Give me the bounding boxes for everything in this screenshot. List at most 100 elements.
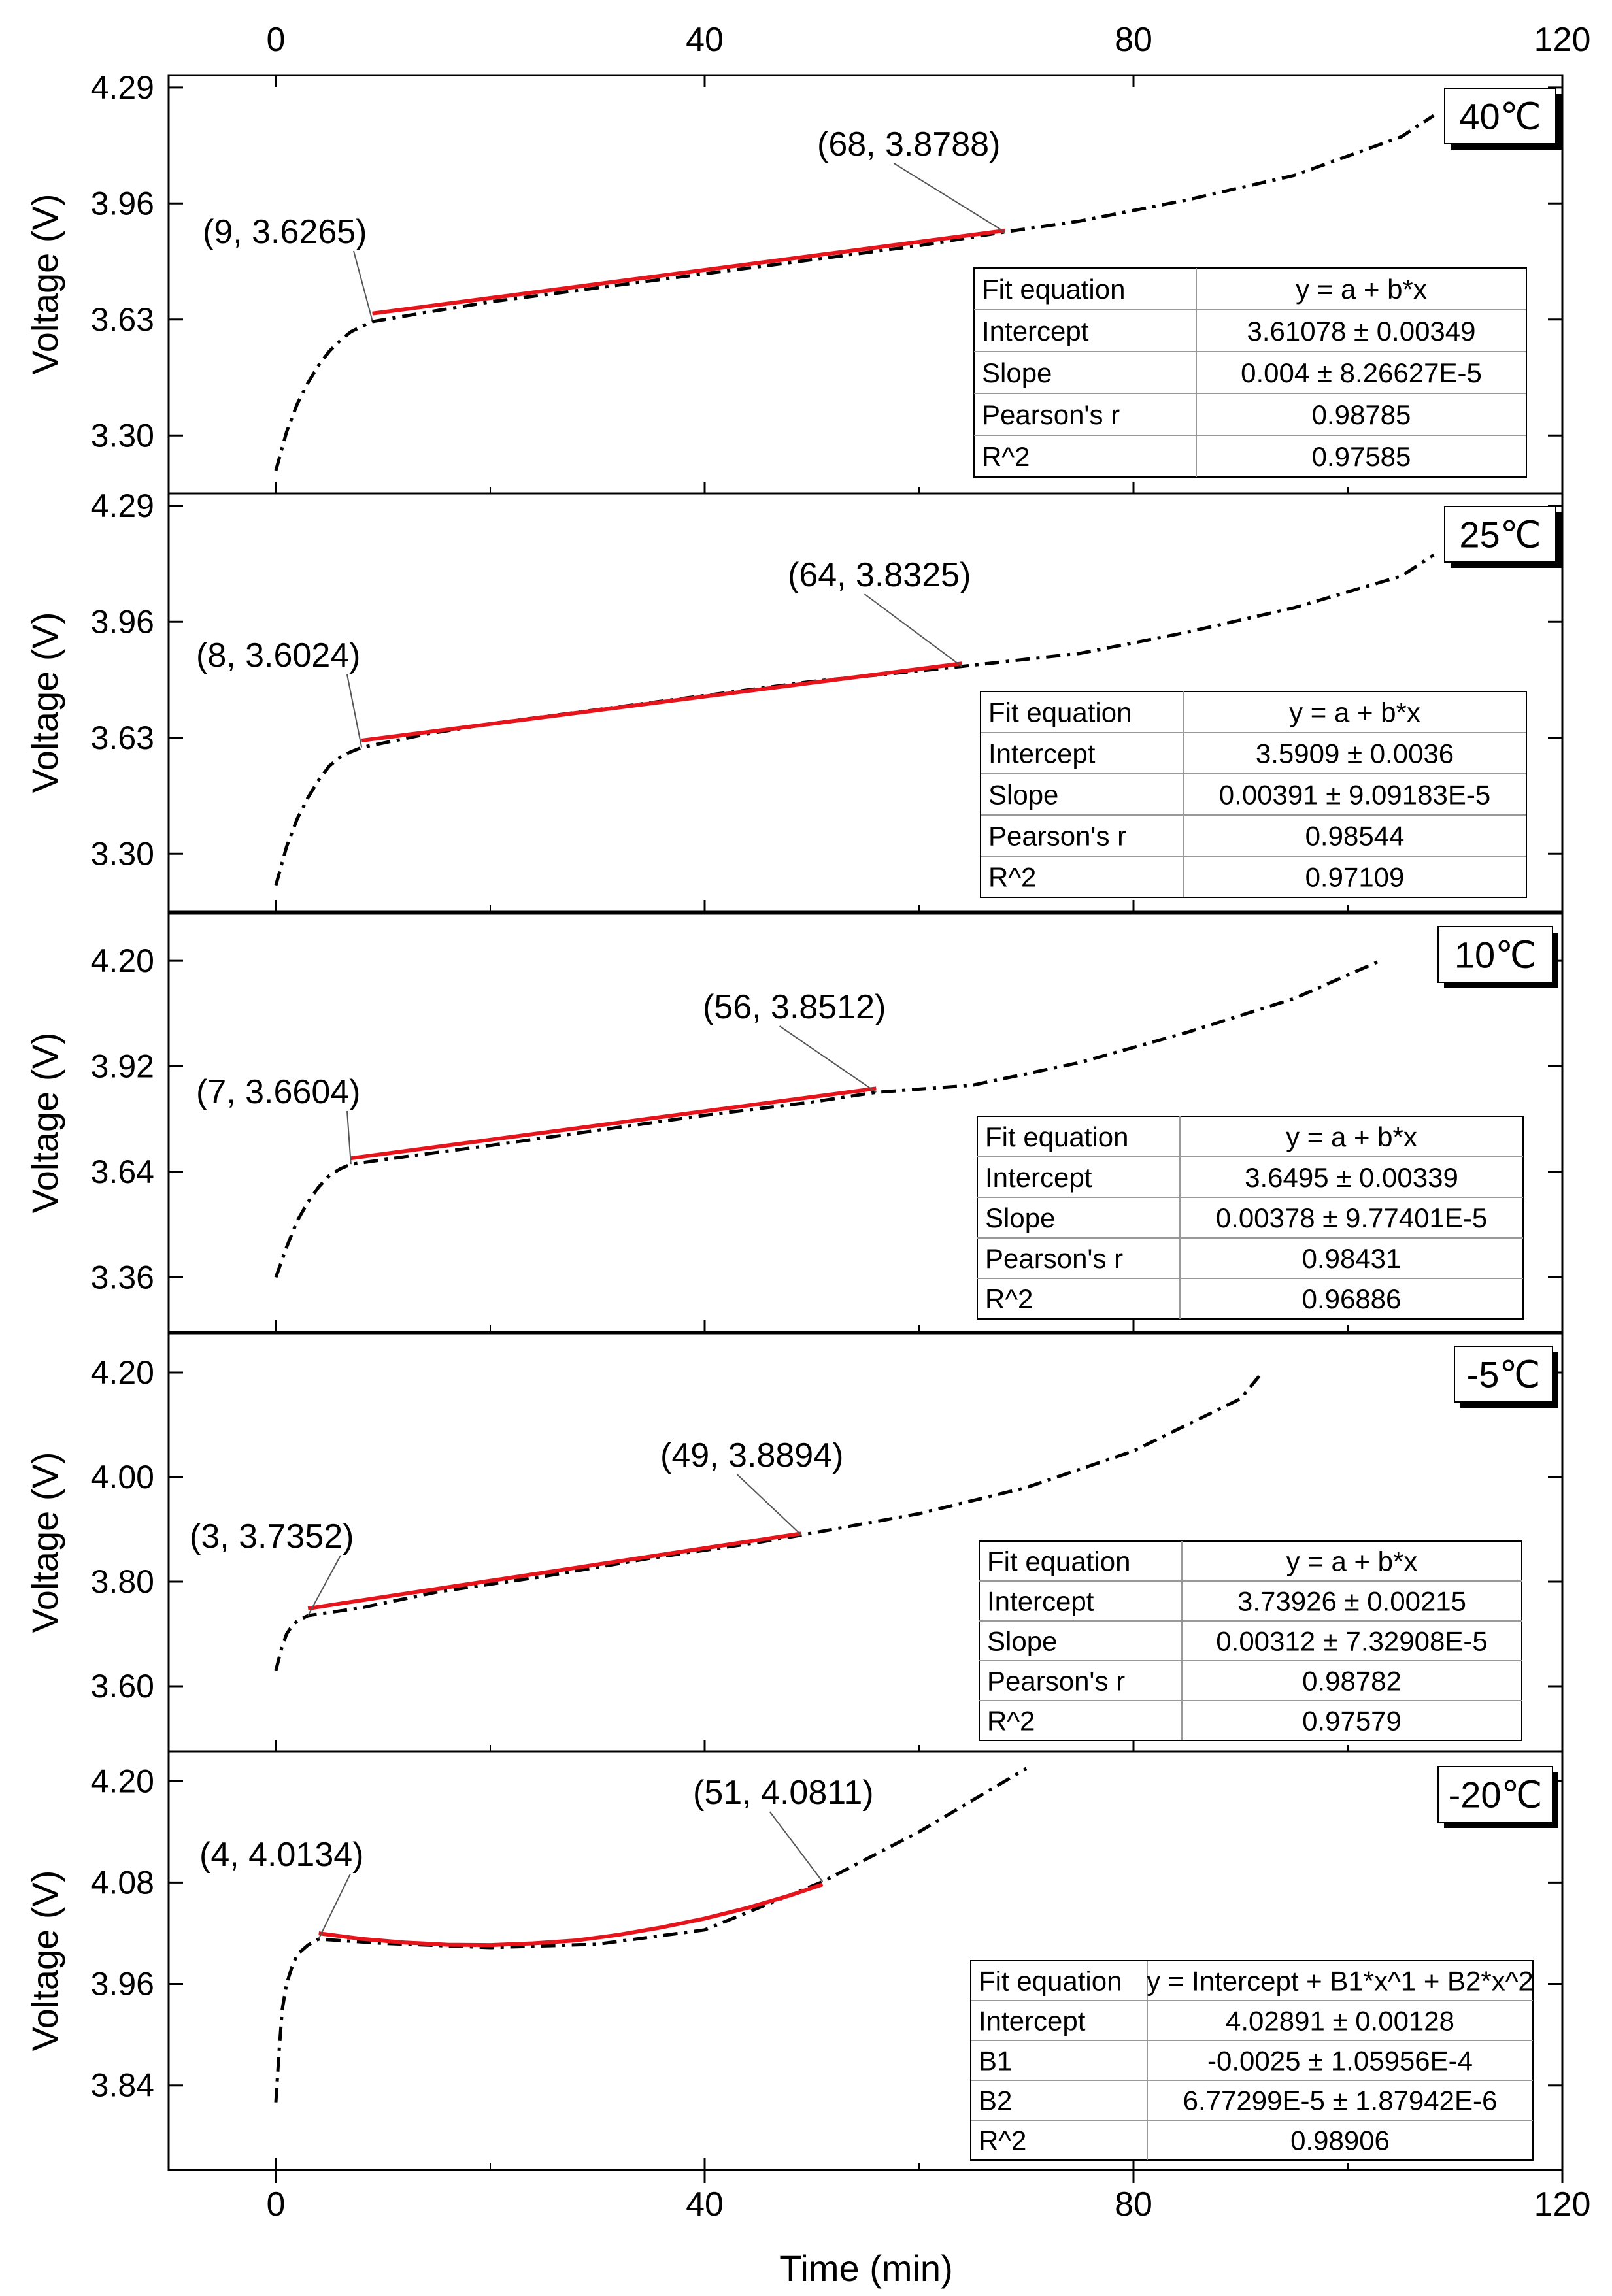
fit-table-value: 0.97579 [1302,1706,1402,1737]
fit-table-value: 0.00391 ± 9.09183E-5 [1219,780,1490,810]
panel-0: 4.29 3.96 3.63 3.30 Voltage (V) (9, 3.6265) (6… [24,69,1564,495]
y-tick-label: 3.92 [91,1048,154,1085]
fit-table-key: Slope [987,1626,1057,1657]
fit-table-key: Pearson's r [988,821,1126,852]
bottom-x-tick-label: 0 [267,2186,286,2223]
annotation-leader [318,1873,351,1939]
fit-table-border [977,1116,1524,1320]
fit-table-key: B1 [979,2046,1012,2076]
x-axis-label: Time (min) [779,2248,952,2289]
y-axis-label: Voltage (V) [24,1870,65,2051]
bottom-x-tick-label: 80 [1115,2186,1152,2223]
fit-line [318,1882,824,1948]
fit-table-key: R^2 [987,1706,1035,1737]
fit-table-border [980,691,1527,898]
y-tick-label: 3.30 [91,417,154,454]
panel-2: 4.20 3.92 3.64 3.36 Voltage (V) (7, 3.6604) (5… [24,912,1564,1333]
fit-table-value: 3.73926 ± 0.00215 [1237,1586,1466,1617]
panels: 4.29 3.96 3.63 3.30 Voltage (V) (9, 3.6265) (6… [24,69,1564,2171]
annotation-label: (9, 3.6265) [203,213,367,251]
fit-table-value: 0.98431 [1302,1243,1402,1274]
annotation-leader [864,593,963,667]
bottom-x-tick-label: 120 [1534,2186,1591,2223]
fit-table: Fit equation y = Intercept + B1*x^1 + B2*… [970,1960,1534,2161]
fit-table-key: B2 [979,2086,1012,2116]
fit-table-value: y = a + b*x [1296,274,1427,305]
fit-table-key: Fit equation [987,1546,1130,1577]
y-tick-label: 3.96 [91,603,154,640]
annotation-leader [736,1474,802,1536]
bottom-x-axis: 0 40 80 120 [267,2170,1591,2223]
fit-table-value: 6.77299E-5 ± 1.87942E-6 [1183,2086,1498,2116]
fit-table-value: y = a + b*x [1289,697,1420,728]
fit-table-key: Slope [985,1203,1055,1233]
fit-table-value: 3.5909 ± 0.0036 [1256,739,1454,769]
top-x-tick-label: 120 [1534,21,1591,59]
y-tick-label: 3.64 [91,1154,154,1190]
annotation-leader [779,1025,877,1093]
annotation-label: (64, 3.8325) [788,556,971,594]
fit-table-value: 0.98782 [1302,1666,1402,1697]
bottom-x-tick-label: 40 [686,2186,724,2223]
panel-3: 4.20 4.00 3.80 3.60 Voltage (V) (3, 3.7352) (4… [24,1332,1564,1753]
fit-table-value: 0.97109 [1305,862,1405,893]
y-tick-label: 4.29 [91,488,154,524]
fit-table-key: Intercept [987,1586,1094,1617]
y-tick-label: 3.63 [91,720,154,756]
fit-table-border [970,1960,1534,2161]
panel-frame [167,1750,1564,2171]
fit-table-key: R^2 [985,1284,1033,1314]
fit-table-value: 0.98544 [1305,821,1405,852]
y-axis-label: Voltage (V) [24,193,65,374]
fit-table-key: R^2 [979,2125,1026,2156]
annotation-label: (51, 4.0811) [693,1774,874,1812]
fit-table-value: 4.02891 ± 0.00128 [1226,2006,1454,2037]
top-x-axis: 0 40 80 120 [267,21,1591,87]
temperature-label: 10℃ [1454,935,1536,976]
measured-curve [274,114,1435,471]
fit-line [361,661,962,742]
annotation-label: (7, 3.6604) [196,1073,361,1111]
fit-table-value: 0.00378 ± 9.77401E-5 [1216,1203,1487,1233]
annotation-label: (68, 3.8788) [817,125,1000,163]
annotation-leader [353,250,373,321]
y-tick-label: 4.20 [91,942,154,979]
y-axis-label: Voltage (V) [24,1452,65,1633]
y-tick-label: 3.84 [91,2067,154,2104]
fit-table-value: 0.97585 [1312,441,1411,472]
y-tick-label: 3.96 [91,1966,154,2003]
fit-table-value: 0.98906 [1290,2125,1390,2156]
annotation-label: (3, 3.7352) [190,1518,354,1556]
fit-table-key: R^2 [982,441,1030,472]
annotation-label: (56, 3.8512) [703,988,886,1026]
measured-curve [274,1371,1264,1671]
temp-tag [1444,506,1556,563]
top-x-tick-label: 80 [1115,21,1152,59]
y-tick-label: 3.96 [91,185,154,222]
fit-table-value: 0.00312 ± 7.32908E-5 [1216,1626,1487,1657]
annotation-leader [769,1811,824,1882]
fit-table-value: 3.61078 ± 0.00349 [1247,316,1475,346]
temperature-label: 25℃ [1459,514,1541,556]
annotation-leader [346,674,363,748]
fit-table: Fit equation y = a + b*x Intercept 3.6495 ±… [977,1116,1524,1320]
fit-table-value: y = Intercept + B1*x^1 + B2*x^2 [1147,1966,1534,1997]
annotation-leader [346,1110,352,1165]
fit-table-key: Fit equation [982,274,1125,305]
y-tick-label: 3.36 [91,1259,154,1295]
y-tick-label: 3.60 [91,1668,154,1705]
fit-table-key: Fit equation [985,1122,1128,1152]
fit-table-key: R^2 [988,862,1036,893]
y-tick-label: 3.30 [91,835,154,872]
top-x-tick-label: 40 [686,21,724,59]
fit-table: Fit equation y = a + b*x Intercept 3.5909 ±… [980,691,1527,898]
fit-table-key: Fit equation [979,1966,1122,1997]
temperature-label: -20℃ [1449,1774,1543,1816]
y-tick-label: 4.20 [91,1763,154,1799]
fit-table-key: Fit equation [988,697,1132,728]
fit-table-key: Intercept [982,316,1089,346]
fit-table: Fit equation y = a + b*x Intercept 3.73926 … [979,1540,1522,1741]
fit-table-value: 0.98785 [1312,399,1411,430]
annotation-label: (8, 3.6024) [196,637,361,674]
